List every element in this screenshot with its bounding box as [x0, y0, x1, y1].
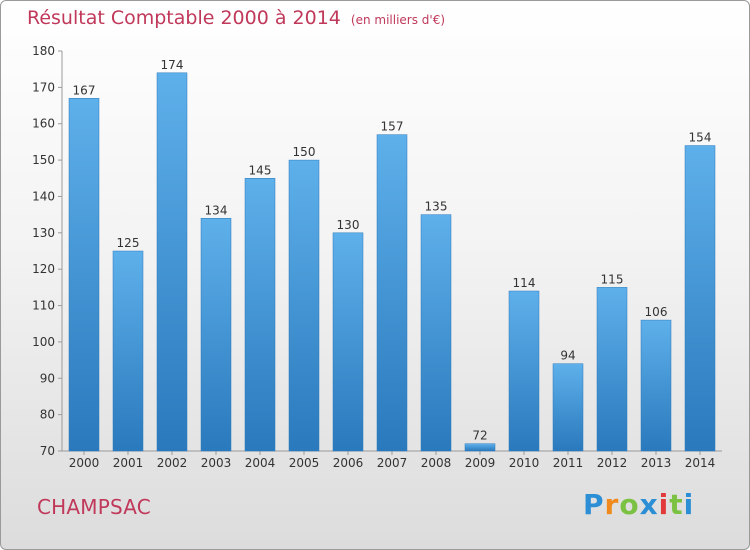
data-label: 167 — [73, 83, 96, 97]
y-tick-label: 70 — [40, 444, 55, 458]
y-tick-label: 170 — [32, 80, 55, 94]
y-tick-label: 130 — [32, 226, 55, 240]
bar-2012 — [596, 287, 628, 452]
bar-2001 — [112, 250, 144, 452]
x-tick-label: 2008 — [421, 456, 452, 470]
x-tick-label: 2013 — [641, 456, 672, 470]
data-label: 114 — [513, 276, 536, 290]
y-tick-label: 160 — [32, 117, 55, 131]
y-tick-label: 110 — [32, 299, 55, 313]
x-tick-label: 2001 — [113, 456, 144, 470]
data-label: 106 — [645, 305, 668, 319]
x-tick-label: 2012 — [597, 456, 628, 470]
y-tick-label: 180 — [32, 44, 55, 58]
data-label: 174 — [161, 58, 184, 72]
bar-2011 — [552, 363, 584, 452]
x-tick-label: 2005 — [289, 456, 320, 470]
data-label: 135 — [425, 200, 448, 214]
data-label: 115 — [601, 272, 624, 286]
bar-2005 — [288, 159, 320, 452]
data-label: 130 — [337, 218, 360, 232]
proxiti-logo: Proxiti — [583, 488, 695, 521]
data-label: 125 — [117, 236, 140, 250]
bar-2002 — [156, 72, 188, 452]
x-tick-label: 2014 — [685, 456, 716, 470]
bar-2009 — [464, 443, 496, 452]
bars: 167 125 174 134 145 150 130 157 135 72 114 94 115 106… — [68, 58, 716, 452]
y-tick-label: 150 — [32, 153, 55, 167]
bar-2010 — [508, 290, 540, 452]
chart-title: Résultat Comptable 2000 à 2014 (en millie… — [27, 7, 445, 29]
data-label: 154 — [689, 131, 712, 145]
bar-2006 — [332, 232, 364, 452]
x-tick-label: 2000 — [69, 456, 100, 470]
data-label: 72 — [472, 429, 487, 443]
chart-subtitle: (en milliers d'€) — [350, 13, 446, 27]
bar-2004 — [244, 178, 276, 452]
bar-2003 — [200, 218, 232, 452]
x-tick-label: 2002 — [157, 456, 188, 470]
commune-name: CHAMPSAC — [37, 495, 151, 519]
y-tick-label: 90 — [40, 371, 55, 385]
y-tick-label: 80 — [40, 408, 55, 422]
x-tick-label: 2011 — [553, 456, 584, 470]
bar-2013 — [640, 319, 672, 452]
data-label: 134 — [205, 203, 228, 217]
bar-2000 — [68, 98, 100, 452]
data-label: 145 — [249, 163, 272, 177]
x-tick-label: 2004 — [245, 456, 276, 470]
bar-2014 — [684, 145, 716, 452]
data-label: 94 — [560, 349, 575, 363]
y-tick-label: 120 — [32, 262, 55, 276]
chart-title-text: Résultat Comptable 2000 à 2014 — [27, 7, 341, 29]
x-tick-label: 2007 — [377, 456, 408, 470]
x-tick-label: 2003 — [201, 456, 232, 470]
y-tick-label: 100 — [32, 335, 55, 349]
data-label: 157 — [381, 120, 404, 134]
y-tick-label: 140 — [32, 189, 55, 203]
data-label: 150 — [293, 145, 316, 159]
bar-2007 — [376, 134, 408, 452]
x-tick-label: 2009 — [465, 456, 496, 470]
x-tick-label: 2010 — [509, 456, 540, 470]
x-tick-label: 2006 — [333, 456, 364, 470]
bar-2008 — [420, 214, 452, 452]
